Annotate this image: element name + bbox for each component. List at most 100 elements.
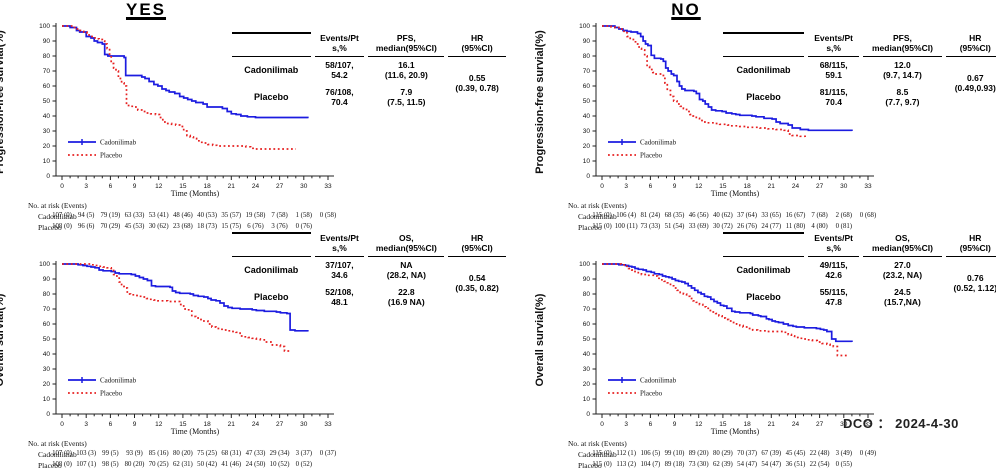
summary-row-label: Cadonilimab <box>244 64 299 75</box>
risk-count-cell: 0 (52) <box>295 461 312 468</box>
summary-median-value: 27.0 (23.2, NA) <box>882 260 923 281</box>
y-tick-label: 30 <box>43 128 51 135</box>
y-tick-label: 60 <box>583 83 591 90</box>
risk-count-cell: 0 (68) <box>859 212 877 219</box>
legend-label-cadonilimab: Cadonilimab <box>100 377 137 385</box>
y-tick-label: 0 <box>586 411 590 418</box>
x-tick-label: 15 <box>179 183 187 190</box>
summary-row-label: Placebo <box>746 91 781 102</box>
summary-hr-value: 0.55 (0.39, 0.78) <box>455 72 499 93</box>
risk-count-cell: 24 (50) <box>245 461 266 468</box>
y-tick-label: 10 <box>43 396 51 403</box>
y-tick-label: 60 <box>43 83 51 90</box>
risk-count-cell: 2 (68) <box>835 212 852 219</box>
km-plot-os-no: 0 10 20 30 40 50 60 70 80 90 100 0 3 6 9 12 15 18 21 24 27 30… <box>579 261 874 428</box>
x-tick-label: 27 <box>276 183 284 190</box>
risk-count-cell: 106 (5) <box>640 450 661 457</box>
risk-count-cell: 19 (58) <box>245 212 266 219</box>
x-axis-label: Time (Months) <box>710 427 760 436</box>
risk-count-cell: 0 (76) <box>295 223 312 230</box>
risk-count-cell: 36 (51) <box>785 461 806 468</box>
summary-header-hr: HR (95%CI) <box>448 232 506 257</box>
risk-count-cell: 30 (72) <box>712 223 733 230</box>
risk-count-cell: 35 (57) <box>221 212 242 219</box>
y-tick-label: 40 <box>583 113 591 120</box>
risk-count-cell: 108 (0) <box>52 223 72 230</box>
risk-count-cell: 0 (49) <box>859 450 877 457</box>
risk-count-cell: 73 (30) <box>688 461 709 468</box>
y-tick-label: 20 <box>583 143 591 150</box>
risk-count-cell: 46 (56) <box>688 212 709 219</box>
risk-count-cell: 18 (73) <box>197 223 217 230</box>
summary-median-value: 7.9 (7.5, 11.5) <box>387 87 426 108</box>
y-tick-label: 90 <box>583 38 591 45</box>
risk-count-cell: 24 (77) <box>761 223 782 230</box>
risk-count-cell: 115 (0) <box>592 223 612 230</box>
x-tick-label: 24 <box>792 421 800 428</box>
legend-label-cadonilimab: Cadonilimab <box>640 377 677 385</box>
x-tick-label: 27 <box>816 421 824 428</box>
risk-count-cell: 115 (0) <box>592 461 612 468</box>
x-tick-label: 30 <box>840 421 848 428</box>
risk-count-cell: 80 (20) <box>124 461 145 468</box>
x-tick-label: 3 <box>84 183 88 190</box>
y-tick-label: 10 <box>583 396 591 403</box>
risk-count-cell: 7 (58) <box>271 212 288 219</box>
risk-count-cell: 11 (80) <box>785 223 806 230</box>
risk-count-cell: 104 (7) <box>640 461 661 468</box>
x-tick-label: 12 <box>695 183 703 190</box>
summary-events-value: 68/115, 59.1 <box>819 60 848 81</box>
y-tick-label: 80 <box>43 53 51 60</box>
x-tick-label: 0 <box>60 183 64 190</box>
dco-note: DCO ： 2024-4-30 <box>843 416 959 431</box>
x-axis-label: Time (Months) <box>710 189 760 198</box>
summary-row-label: Placebo <box>254 291 289 302</box>
risk-count-cell: 93 (9) <box>126 450 143 457</box>
x-tick-label: 33 <box>324 183 332 190</box>
risk-count-cell: 94 (5) <box>77 212 95 219</box>
x-tick-label: 6 <box>649 421 653 428</box>
x-tick-label: 30 <box>300 421 308 428</box>
risk-count-cell: 0 (37) <box>319 450 337 457</box>
y-tick-label: 100 <box>39 261 50 268</box>
risk-count-cell: 33 (69) <box>688 223 709 230</box>
km-curve-placebo <box>602 25 806 138</box>
risk-count-cell: 3 (49) <box>835 450 852 457</box>
y-tick-label: 40 <box>43 113 51 120</box>
km-plot-os-yes: 0 10 20 30 40 50 60 70 80 90 100 0 3 6 9 12 15 18 21 24 27 30… <box>39 261 334 428</box>
x-tick-label: 9 <box>133 183 137 190</box>
summary-median-value: 22.8 (16.9 NA) <box>387 287 425 308</box>
risk-count-cell: 103 (3) <box>76 450 97 457</box>
risk-count-cell: 80 (29) <box>712 450 733 457</box>
y-tick-label: 0 <box>586 173 590 180</box>
x-tick-label: 24 <box>252 421 260 428</box>
y-tick-label: 30 <box>43 366 51 373</box>
x-tick-label: 12 <box>695 421 703 428</box>
risk-count-cell: 40 (62) <box>712 212 733 219</box>
risk-count-cell: 1 (58) <box>295 212 312 219</box>
x-tick-label: 30 <box>300 183 308 190</box>
x-tick-label: 9 <box>673 421 677 428</box>
risk-count-cell: 106 (4) <box>616 212 637 219</box>
risk-count-cell: 70 (37) <box>737 450 757 457</box>
risk-count-cell: 26 (76) <box>737 223 757 230</box>
y-tick-label: 30 <box>583 366 591 373</box>
risk-count-cell: 70 (25) <box>148 461 169 468</box>
summary-events-value: 81/115, 70.4 <box>819 87 848 108</box>
x-tick-label: 6 <box>649 183 653 190</box>
summary-table-os-yes: Events/Pt s,% OS, median(95%CI) HR (95%CI)… <box>232 232 506 311</box>
x-tick-label: 3 <box>624 183 628 190</box>
risk-count-cell: 75 (25) <box>197 450 217 457</box>
summary-header-median: PFS, median(95%CI) <box>368 32 445 57</box>
km-curve-cadonilimab <box>602 25 853 132</box>
y-tick-label: 90 <box>583 276 591 283</box>
risk-count-cell: 68 (31) <box>221 450 242 457</box>
summary-table-os-no: Events/Pt s,% OS, median(95%CI) HR (95%CI)… <box>723 232 996 311</box>
x-tick-label: 33 <box>864 183 872 190</box>
x-tick-label: 12 <box>155 183 163 190</box>
risk-count-cell: 54 (47) <box>761 461 782 468</box>
risk-count-cell: 115 (0) <box>592 212 612 219</box>
y-tick-label: 0 <box>46 411 50 418</box>
summary-events-value: 49/115, 42.6 <box>819 260 848 281</box>
